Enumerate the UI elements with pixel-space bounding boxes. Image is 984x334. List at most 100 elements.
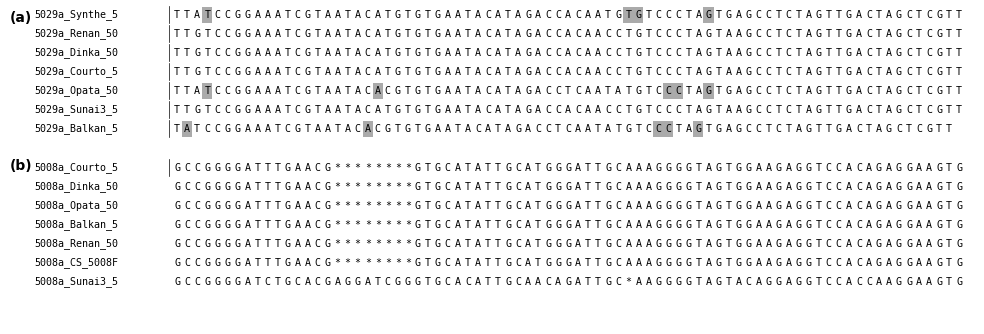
Text: G: G <box>555 258 561 268</box>
Text: C: C <box>906 10 912 20</box>
Text: T: T <box>284 105 290 115</box>
Text: T: T <box>696 258 702 268</box>
Text: T: T <box>675 124 682 134</box>
Text: T: T <box>385 48 391 58</box>
Text: A: A <box>886 277 892 287</box>
Text: A: A <box>535 48 541 58</box>
Text: T: T <box>625 48 632 58</box>
Text: T: T <box>284 29 290 39</box>
Text: C: C <box>445 220 451 230</box>
Text: T: T <box>686 67 692 77</box>
Text: T: T <box>725 220 731 230</box>
Text: A: A <box>365 277 371 287</box>
Text: T: T <box>275 220 280 230</box>
Text: G: G <box>876 201 882 211</box>
Text: C: C <box>194 182 201 192</box>
Text: C: C <box>485 105 491 115</box>
Text: C: C <box>485 48 491 58</box>
Text: A: A <box>686 124 692 134</box>
Text: A: A <box>475 48 481 58</box>
Text: G: G <box>525 29 531 39</box>
FancyBboxPatch shape <box>373 274 383 290</box>
Text: A: A <box>294 239 300 248</box>
Text: G: G <box>294 124 300 134</box>
Text: C: C <box>354 124 361 134</box>
Text: A: A <box>926 220 932 230</box>
Text: T: T <box>184 29 190 39</box>
Text: A: A <box>515 86 522 96</box>
FancyBboxPatch shape <box>383 274 393 290</box>
Text: A: A <box>886 220 892 230</box>
Text: A: A <box>625 182 632 192</box>
Text: T: T <box>595 239 601 248</box>
Text: C: C <box>385 86 391 96</box>
Text: C: C <box>215 67 220 77</box>
Text: T: T <box>174 10 180 20</box>
Text: A: A <box>265 105 271 115</box>
Text: C: C <box>655 29 661 39</box>
Text: A: A <box>485 124 491 134</box>
Text: G: G <box>425 124 431 134</box>
Text: T: T <box>816 124 822 134</box>
Text: T: T <box>304 124 311 134</box>
Text: A: A <box>475 163 481 173</box>
Text: C: C <box>866 29 872 39</box>
Text: C: C <box>615 163 621 173</box>
Text: T: T <box>595 163 601 173</box>
Text: *: * <box>395 220 400 230</box>
Text: T: T <box>946 48 953 58</box>
Text: G: G <box>325 163 331 173</box>
Text: T: T <box>625 86 632 96</box>
Text: A: A <box>525 163 531 173</box>
Text: A: A <box>275 105 280 115</box>
Text: C: C <box>896 124 902 134</box>
Text: G: G <box>174 182 180 192</box>
Text: G: G <box>545 220 551 230</box>
Text: G: G <box>194 67 201 77</box>
Text: C: C <box>294 10 300 20</box>
Text: T: T <box>404 48 410 58</box>
Text: G: G <box>846 10 852 20</box>
Text: A: A <box>856 48 862 58</box>
Text: G: G <box>806 258 812 268</box>
Text: A: A <box>926 182 932 192</box>
Text: C: C <box>194 258 201 268</box>
Text: A: A <box>725 124 731 134</box>
Text: G: G <box>415 86 421 96</box>
Text: T: T <box>425 10 431 20</box>
Text: G: G <box>395 277 400 287</box>
Text: G: G <box>706 105 711 115</box>
Text: A: A <box>445 10 451 20</box>
Text: T: T <box>425 182 431 192</box>
Text: G: G <box>746 48 752 58</box>
Text: A: A <box>926 239 932 248</box>
Text: A: A <box>856 86 862 96</box>
Text: G: G <box>415 67 421 77</box>
Text: G: G <box>215 163 220 173</box>
Text: G: G <box>435 239 441 248</box>
Text: A: A <box>455 86 461 96</box>
Text: T: T <box>194 124 201 134</box>
Text: C: C <box>215 124 220 134</box>
Text: A: A <box>636 201 642 211</box>
Text: A: A <box>646 220 651 230</box>
Text: A: A <box>706 182 711 192</box>
Text: C: C <box>515 163 522 173</box>
Text: C: C <box>866 105 872 115</box>
Text: A: A <box>625 258 632 268</box>
Text: 5008a_CS_5008F: 5008a_CS_5008F <box>34 257 118 268</box>
Text: G: G <box>746 105 752 115</box>
Text: C: C <box>756 86 762 96</box>
FancyBboxPatch shape <box>744 274 754 290</box>
Text: A: A <box>184 124 190 134</box>
Text: G: G <box>715 239 721 248</box>
Text: A: A <box>455 182 461 192</box>
Text: *: * <box>385 163 391 173</box>
Text: A: A <box>615 86 621 96</box>
Text: G: G <box>194 48 201 58</box>
Text: *: * <box>354 239 361 248</box>
Text: G: G <box>775 201 781 211</box>
Text: C: C <box>826 182 831 192</box>
Text: A: A <box>565 67 571 77</box>
Text: T: T <box>535 239 541 248</box>
